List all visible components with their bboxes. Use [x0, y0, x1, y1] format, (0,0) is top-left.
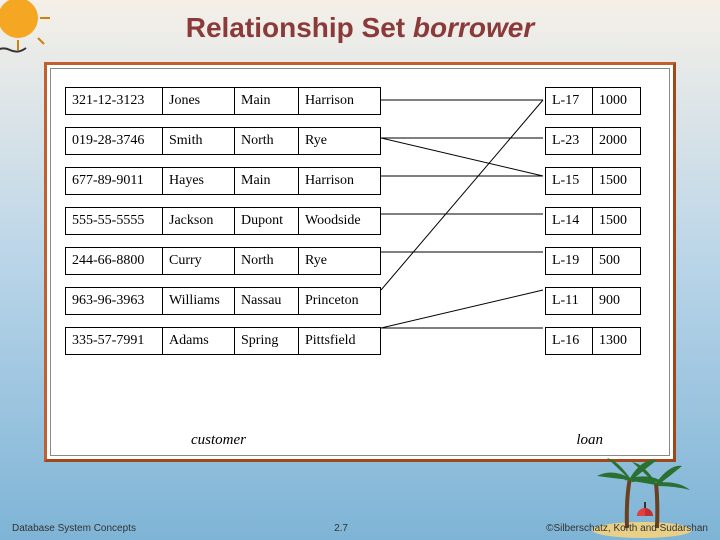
title-prefix: Relationship Set — [186, 12, 413, 43]
cell-street: Spring — [235, 327, 299, 355]
page-title: Relationship Set borrower — [0, 0, 720, 44]
table-row: 244-66-8800 Curry North Rye — [65, 247, 395, 275]
title-italic: borrower — [413, 12, 534, 43]
cell-name: Hayes — [163, 167, 235, 195]
footer: Database System Concepts 2.7 ©Silberscha… — [0, 523, 720, 534]
footer-center: 2.7 — [334, 523, 348, 534]
table-row: 019-28-3746 Smith North Rye — [65, 127, 395, 155]
table-row: 963-96-3963 Williams Nassau Princeton — [65, 287, 395, 315]
cell-ssn: 244-66-8800 — [65, 247, 163, 275]
cell-amount: 1500 — [593, 167, 641, 195]
cell-city: Woodside — [299, 207, 381, 235]
cell-city: Rye — [299, 247, 381, 275]
table-row: 677-89-9011 Hayes Main Harrison — [65, 167, 395, 195]
cell-name: Curry — [163, 247, 235, 275]
table-row: L-11 900 — [545, 287, 655, 315]
cell-name: Jones — [163, 87, 235, 115]
cell-amount: 500 — [593, 247, 641, 275]
cell-loan-id: L-19 — [545, 247, 593, 275]
table-row: L-17 1000 — [545, 87, 655, 115]
cell-street: North — [235, 247, 299, 275]
cell-loan-id: L-17 — [545, 87, 593, 115]
table-row: L-14 1500 — [545, 207, 655, 235]
cell-name: Jackson — [163, 207, 235, 235]
loan-caption: loan — [576, 432, 603, 449]
cell-street: Dupont — [235, 207, 299, 235]
cell-city: Harrison — [299, 87, 381, 115]
cell-city: Pittsfield — [299, 327, 381, 355]
footer-left: Database System Concepts — [12, 523, 136, 534]
cell-amount: 2000 — [593, 127, 641, 155]
cell-loan-id: L-15 — [545, 167, 593, 195]
cell-loan-id: L-16 — [545, 327, 593, 355]
cell-name: Williams — [163, 287, 235, 315]
table-row: L-15 1500 — [545, 167, 655, 195]
cell-amount: 1500 — [593, 207, 641, 235]
loan-table: L-17 1000 L-23 2000 L-15 1500 L-14 1500 … — [545, 87, 655, 355]
cell-ssn: 963-96-3963 — [65, 287, 163, 315]
cell-street: Main — [235, 87, 299, 115]
diagram-frame: 321-12-3123 Jones Main Harrison 019-28-3… — [44, 62, 676, 462]
cell-ssn: 335-57-7991 — [65, 327, 163, 355]
cell-amount: 900 — [593, 287, 641, 315]
table-row: L-19 500 — [545, 247, 655, 275]
cell-amount: 1300 — [593, 327, 641, 355]
cell-loan-id: L-23 — [545, 127, 593, 155]
cell-amount: 1000 — [593, 87, 641, 115]
cell-ssn: 555-55-5555 — [65, 207, 163, 235]
cell-ssn: 677-89-9011 — [65, 167, 163, 195]
cell-street: Nassau — [235, 287, 299, 315]
cell-street: North — [235, 127, 299, 155]
cell-street: Main — [235, 167, 299, 195]
cell-ssn: 321-12-3123 — [65, 87, 163, 115]
cell-city: Princeton — [299, 287, 381, 315]
cell-city: Rye — [299, 127, 381, 155]
footer-right: ©Silberschatz, Korth and Sudarshan — [546, 523, 708, 534]
cell-name: Smith — [163, 127, 235, 155]
diagram-panel: 321-12-3123 Jones Main Harrison 019-28-3… — [50, 68, 670, 456]
sun-decoration — [0, 0, 60, 60]
table-row: L-23 2000 — [545, 127, 655, 155]
cell-loan-id: L-11 — [545, 287, 593, 315]
cell-name: Adams — [163, 327, 235, 355]
table-row: 555-55-5555 Jackson Dupont Woodside — [65, 207, 395, 235]
cell-ssn: 019-28-3746 — [65, 127, 163, 155]
table-row: 335-57-7991 Adams Spring Pittsfield — [65, 327, 395, 355]
table-row: 321-12-3123 Jones Main Harrison — [65, 87, 395, 115]
cell-loan-id: L-14 — [545, 207, 593, 235]
table-row: L-16 1300 — [545, 327, 655, 355]
customer-table: 321-12-3123 Jones Main Harrison 019-28-3… — [65, 87, 395, 355]
cell-city: Harrison — [299, 167, 381, 195]
customer-caption: customer — [191, 432, 246, 449]
